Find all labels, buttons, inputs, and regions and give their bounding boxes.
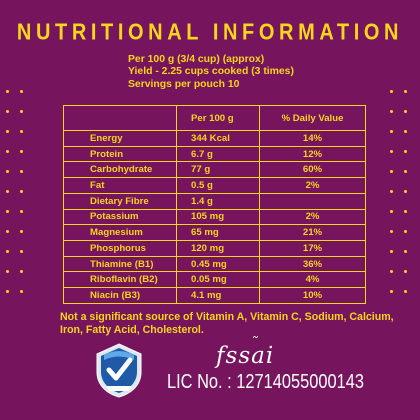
per-100g-value: 0.05 mg: [176, 271, 260, 289]
table-row: Protein 6.7 g 12%: [63, 145, 366, 163]
daily-value: 10%: [259, 287, 366, 304]
nutrient-name: Energy: [63, 130, 177, 147]
daily-value: 2%: [259, 177, 366, 194]
per-100g-value: 4.1 mg: [176, 287, 260, 304]
table-row: Energy 344 Kcal 14%: [63, 130, 366, 147]
nutrient-name: Protein: [63, 145, 177, 163]
license-number: LIC No. : 12714055000143: [167, 371, 364, 393]
table-header-row: Per 100 g % Daily Value: [63, 105, 366, 131]
per-100g-value: 77 g: [176, 161, 260, 179]
table-row: Fat 0.5 g 2%: [63, 177, 366, 194]
yield-line: Yield - 2.25 cups cooked (3 times): [128, 66, 294, 78]
daily-value: 60%: [259, 161, 366, 179]
daily-value: 36%: [259, 255, 366, 273]
footnote: Not a significant source of Vitamin A, V…: [60, 311, 394, 336]
header-nutrient: [63, 105, 177, 131]
table-row: Potassium 105 mg 2%: [63, 208, 366, 226]
table-row: Carbohydrate 77 g 60%: [63, 161, 366, 179]
daily-value: 12%: [259, 145, 366, 163]
per-100g-value: 6.7 g: [176, 145, 260, 163]
per-100g-value: 105 mg: [176, 208, 260, 226]
table-row: Phosphorus 120 mg 17%: [63, 240, 366, 257]
nutrient-name: Niacin (B3): [63, 287, 177, 304]
daily-value: [259, 192, 366, 210]
header-daily-value: % Daily Value: [259, 105, 366, 131]
per-100g-value: 344 Kcal: [176, 130, 260, 147]
table-row: Dietary Fibre 1.4 g: [63, 192, 366, 210]
per-100g-value: 0.5 g: [176, 177, 260, 194]
table-row: Magnesium 65 mg 21%: [63, 224, 366, 242]
nutrient-name: Phosphorus: [63, 240, 177, 257]
nutrient-name: Magnesium: [63, 224, 177, 242]
daily-value: 14%: [259, 130, 366, 147]
per-100g-value: 120 mg: [176, 240, 260, 257]
serving-size-line: Per 100 g (3/4 cup) (approx): [128, 54, 265, 65]
servings-per-pouch-line: Servings per pouch 10: [128, 78, 240, 90]
table-row: Riboflavin (B2) 0.05 mg 4%: [63, 271, 366, 289]
nutrient-name: Potassium: [63, 208, 177, 226]
serving-info: Per 100 g (3/4 cup) (approx) Yield - 2.2…: [128, 54, 294, 91]
nutrient-name: Thiamine (B1): [63, 255, 177, 273]
fssai-logo-accent: ˜: [252, 335, 260, 351]
per-100g-value: 65 mg: [176, 224, 260, 242]
fssai-logo: fssai ˜: [216, 335, 275, 369]
table-row: Niacin (B3) 4.1 mg 10%: [63, 287, 366, 304]
nutrient-name: Carbohydrate: [63, 161, 177, 179]
certified-checkmark-badge-icon: [94, 342, 144, 398]
fssai-logo-text: fssai: [216, 343, 275, 369]
nutrient-name: Fat: [63, 177, 177, 194]
daily-value: 4%: [259, 271, 366, 289]
per-100g-value: 1.4 g: [176, 192, 260, 210]
nutrient-name: Dietary Fibre: [63, 192, 177, 210]
daily-value: 2%: [259, 208, 366, 226]
per-100g-value: 0.45 mg: [176, 255, 260, 273]
header-per-100g: Per 100 g: [176, 105, 260, 131]
page-title: NUTRITIONAL INFORMATION: [16, 20, 404, 46]
table-row: Thiamine (B1) 0.45 mg 36%: [63, 255, 366, 273]
daily-value: 21%: [259, 224, 366, 242]
nutrient-name: Riboflavin (B2): [63, 271, 177, 289]
daily-value: 17%: [259, 240, 366, 257]
nutrition-table: Per 100 g % Daily Value Energy 344 Kcal 14…: [63, 105, 366, 304]
